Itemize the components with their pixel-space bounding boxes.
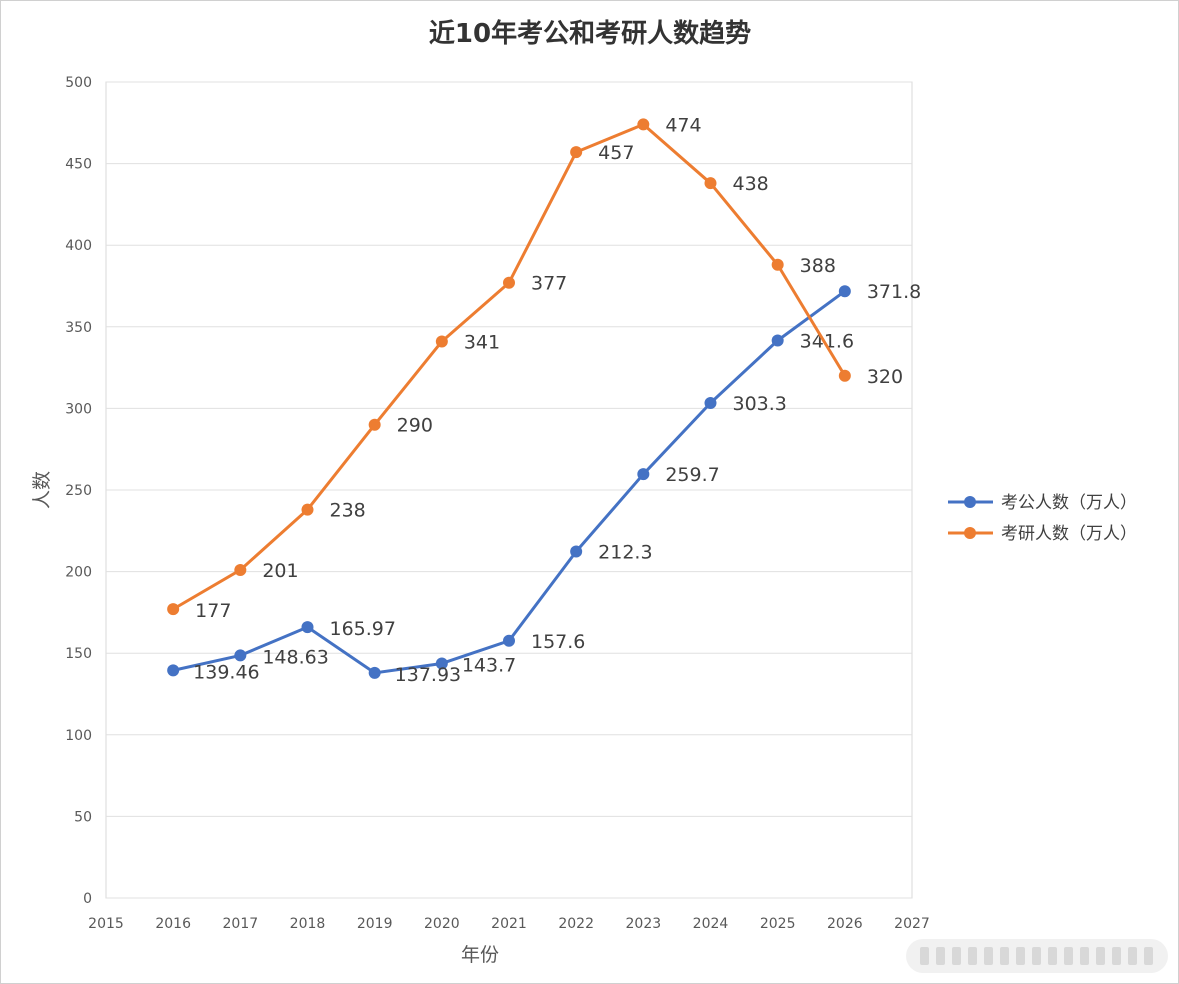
x-tick-label: 2025 bbox=[760, 916, 796, 932]
data-point bbox=[570, 545, 583, 558]
data-label: 143.7 bbox=[462, 654, 516, 676]
x-axis-title: 年份 bbox=[461, 944, 499, 966]
data-label: 177 bbox=[195, 600, 231, 622]
y-tick-label: 450 bbox=[65, 157, 92, 173]
x-tick-label: 2017 bbox=[223, 916, 259, 932]
data-label: 139.46 bbox=[193, 661, 259, 683]
data-point bbox=[637, 118, 650, 131]
data-label: 341 bbox=[464, 331, 500, 353]
series-line bbox=[171, 289, 847, 675]
data-point bbox=[301, 503, 314, 516]
data-label: 371.8 bbox=[867, 281, 921, 303]
data-point bbox=[167, 603, 180, 616]
y-tick-label: 500 bbox=[65, 75, 92, 91]
legend-marker bbox=[964, 527, 976, 539]
data-point bbox=[167, 664, 180, 677]
data-label: 290 bbox=[397, 415, 433, 437]
data-label: 212.3 bbox=[598, 542, 652, 564]
watermark bbox=[906, 939, 1168, 973]
data-point bbox=[503, 634, 515, 647]
y-tick-label: 300 bbox=[65, 401, 92, 417]
legend-label: 考研人数（万人） bbox=[1001, 524, 1137, 544]
y-tick-label: 200 bbox=[65, 565, 92, 581]
y-axis-title: 人数 bbox=[31, 471, 53, 509]
data-point bbox=[301, 621, 314, 634]
data-point bbox=[435, 335, 448, 348]
y-tick-label: 50 bbox=[74, 809, 92, 825]
data-label: 137.93 bbox=[395, 664, 461, 686]
y-tick-label: 250 bbox=[65, 483, 92, 499]
x-tick-label: 2024 bbox=[693, 916, 729, 932]
data-label: 238 bbox=[330, 500, 366, 522]
legend: 考公人数（万人） 考研人数（万人） bbox=[948, 493, 1137, 544]
data-label: 320 bbox=[867, 366, 903, 388]
data-point bbox=[838, 285, 851, 298]
data-label: 438 bbox=[733, 173, 769, 195]
x-tick-label: 2027 bbox=[894, 916, 930, 932]
y-tick-label: 150 bbox=[65, 646, 92, 662]
data-point bbox=[704, 177, 717, 190]
data-label: 457 bbox=[598, 142, 634, 164]
data-point bbox=[704, 397, 717, 410]
data-point bbox=[503, 276, 515, 289]
data-label: 201 bbox=[262, 560, 298, 582]
legend-label: 考公人数（万人） bbox=[1001, 493, 1137, 513]
data-point bbox=[838, 369, 851, 382]
chart-title: 近10年考公和考研人数趋势 bbox=[429, 18, 751, 49]
data-label: 165.97 bbox=[330, 618, 396, 640]
data-label: 303.3 bbox=[733, 393, 787, 415]
data-point bbox=[637, 468, 650, 481]
y-tick-label: 350 bbox=[65, 320, 92, 336]
plot-area: 0 50 100 150 200 250 300 350 400 450 500 2015 2016 20… bbox=[65, 75, 930, 932]
data-label: 474 bbox=[665, 114, 701, 136]
data-label: 157.6 bbox=[531, 631, 585, 653]
data-point bbox=[435, 657, 448, 670]
data-label: 388 bbox=[800, 255, 836, 277]
x-tick-label: 2023 bbox=[626, 916, 662, 932]
x-tick-label: 2020 bbox=[424, 916, 460, 932]
x-tick-label: 2016 bbox=[155, 916, 191, 932]
y-tick-label: 100 bbox=[65, 728, 92, 744]
data-point bbox=[771, 334, 784, 347]
x-tick-label: 2018 bbox=[290, 916, 326, 932]
data-label: 148.63 bbox=[262, 646, 328, 668]
data-label: 341.6 bbox=[800, 331, 854, 353]
data-point bbox=[771, 258, 784, 271]
data-point bbox=[368, 666, 381, 679]
data-label: 259.7 bbox=[665, 464, 719, 486]
x-tick-label: 2021 bbox=[491, 916, 527, 932]
data-point bbox=[570, 146, 583, 159]
series-line bbox=[171, 122, 847, 611]
x-tick-label: 2022 bbox=[558, 916, 594, 932]
y-tick-label: 400 bbox=[65, 238, 92, 254]
x-tick-label: 2015 bbox=[88, 916, 124, 932]
y-tick-label: 0 bbox=[83, 891, 92, 907]
legend-marker bbox=[964, 496, 976, 508]
data-label: 377 bbox=[531, 273, 567, 295]
x-tick-label: 2026 bbox=[827, 916, 863, 932]
data-point bbox=[368, 418, 381, 431]
data-point bbox=[234, 649, 247, 662]
x-tick-label: 2019 bbox=[357, 916, 393, 932]
data-point bbox=[234, 563, 247, 576]
